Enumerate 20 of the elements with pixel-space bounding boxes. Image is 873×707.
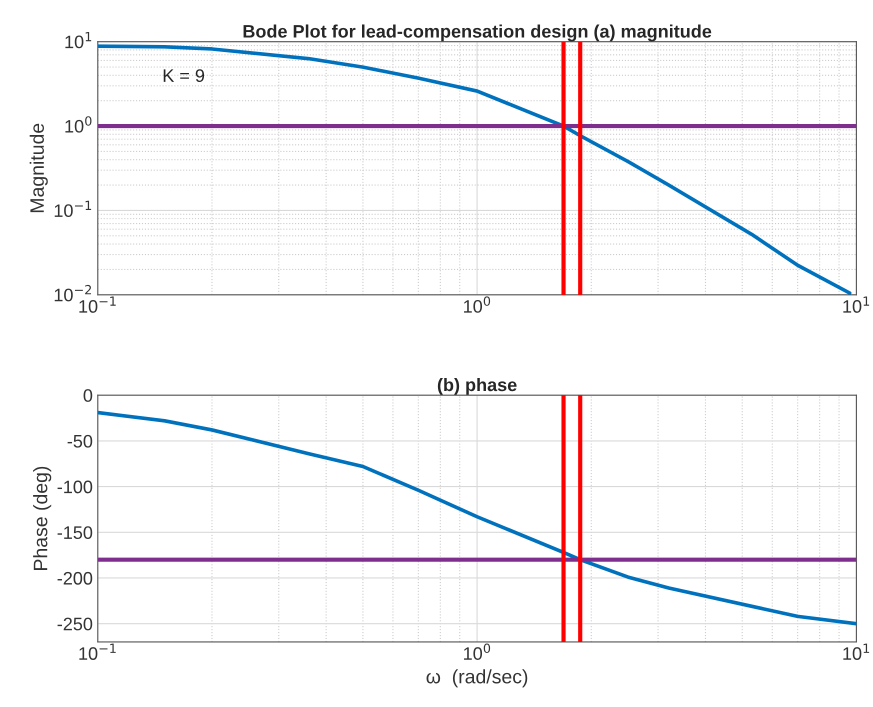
y-tick-label: -150 (58, 526, 92, 540)
y-axis-title: Magnitude (30, 124, 48, 212)
annotation: K = 9 (164, 69, 204, 82)
chart-title: (b) phase (438, 378, 517, 395)
y-tick-label: 10$^{1}$ (65, 32, 92, 48)
y-tick-label: 0 (84, 389, 92, 402)
y-tick-label: -250 (58, 618, 92, 630)
x-axis-title: ω (rad/sec) (426, 669, 528, 688)
y-tick-label: -50 (68, 434, 92, 448)
x-tick-label: 10$^{1}$ (843, 296, 870, 313)
y-tick-label: 10$^{0}$ (65, 116, 92, 133)
y-axis-title: Phase (deg) (33, 466, 52, 570)
y-tick-label: -100 (58, 480, 92, 494)
x-tick-label: 10$^{−1}$ (79, 644, 116, 660)
y-tick-label: 10$^{−1}$ (54, 200, 92, 218)
chart-title: Bode Plot for lead-compensation design (a) magnitude (244, 24, 712, 42)
x-tick-label: 10$^{0}$ (464, 296, 490, 313)
y-tick-label: -200 (58, 572, 92, 585)
x-tick-label: 10$^{1}$ (843, 644, 870, 660)
x-tick-label: 10$^{0}$ (464, 643, 490, 660)
